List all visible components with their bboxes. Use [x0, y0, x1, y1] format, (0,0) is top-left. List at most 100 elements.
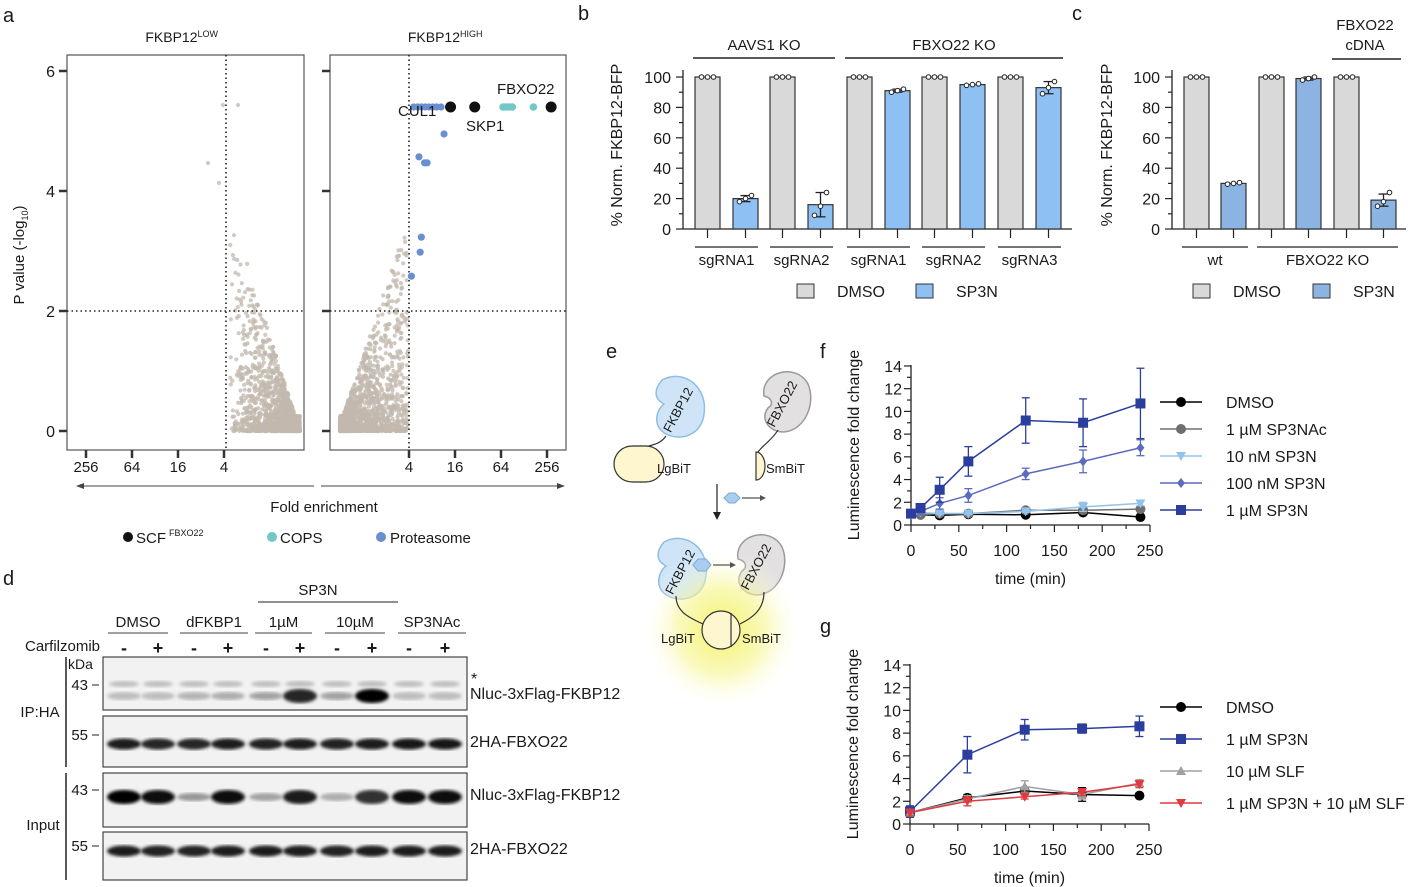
- carfilzomib-label: Carfilzomib: [25, 638, 100, 655]
- data-point: [271, 351, 276, 356]
- replicate-point: [1349, 74, 1356, 80]
- protein-band: [283, 738, 317, 750]
- mw-marker: 55: [71, 838, 88, 855]
- data-point: [356, 411, 361, 416]
- data-point: [341, 428, 346, 434]
- x-tick-label: 50: [949, 842, 967, 859]
- data-point: [387, 310, 392, 315]
- data-point: [371, 384, 376, 389]
- data-point: [361, 428, 366, 433]
- data-point: [287, 407, 292, 412]
- data-point-proteasome: [423, 159, 431, 167]
- line-chart-f: 0 2 4 6 8 10 12 14 0 50 100 150 200 250 time (min) Lumi…: [846, 350, 1327, 588]
- data-point: [239, 417, 244, 422]
- y-tick-label: 20: [1142, 192, 1160, 209]
- data-point: [401, 273, 406, 278]
- point-annotation: FBXO22: [497, 81, 555, 98]
- data-point: [1135, 499, 1146, 509]
- legend-marker-cops: [267, 532, 277, 542]
- protein-band: [355, 790, 389, 804]
- data-point: [267, 345, 272, 350]
- data-point: [963, 509, 974, 519]
- data-point: [396, 412, 401, 418]
- data-point: [345, 406, 350, 411]
- bar-dmso: [997, 76, 1024, 230]
- replicate-point: [773, 74, 780, 80]
- data-point: [383, 344, 388, 349]
- data-point: [358, 385, 363, 390]
- legend-marker-scf: [123, 532, 133, 542]
- replicate-point: [1274, 74, 1281, 80]
- data-point: [389, 394, 394, 399]
- data-point: [1078, 417, 1089, 428]
- data-point: [366, 356, 371, 361]
- data-point: [962, 749, 973, 760]
- data-point: [399, 372, 404, 377]
- x-tick-label: 256: [73, 459, 98, 476]
- data-point: [240, 428, 245, 433]
- data-point: [1079, 456, 1088, 467]
- protein-band: [283, 790, 317, 804]
- data-point: [279, 387, 284, 392]
- data-point-scf: [445, 101, 457, 113]
- y-axis-label: % Norm. FKBP12-BFP: [609, 64, 626, 227]
- protein-band: [177, 738, 211, 750]
- y-tick-label: 14: [884, 359, 902, 376]
- replicate-point: [1007, 74, 1014, 80]
- data-point: [274, 408, 279, 413]
- data-point: [277, 383, 282, 388]
- replicate-point: [862, 74, 869, 80]
- data-point: [289, 418, 294, 423]
- subplot-title-superscript: LOW: [198, 29, 219, 39]
- data-point: [351, 410, 356, 415]
- data-point: [363, 406, 368, 411]
- y-label-text: P value (-log: [11, 221, 28, 305]
- data-point: [401, 355, 406, 360]
- bar-sp3n: [1295, 77, 1322, 230]
- replicate-point: [1268, 74, 1275, 80]
- data-point: [263, 332, 268, 337]
- data-point-cops: [508, 103, 517, 111]
- data-point: [263, 374, 268, 379]
- data-point: [388, 409, 393, 414]
- data-point: [388, 341, 394, 346]
- carfilzomib-sign: +: [153, 638, 164, 658]
- data-point: [366, 404, 371, 409]
- replicate-point: [1337, 74, 1344, 80]
- data-point: [338, 416, 343, 421]
- data-point: [396, 271, 401, 276]
- protein-band: [320, 738, 354, 750]
- category-label: sgRNA2: [926, 252, 982, 269]
- data-point: [391, 278, 396, 283]
- data-point: [258, 421, 263, 426]
- smbit-label: SmBiT: [742, 631, 781, 646]
- x-tick-label: 250: [1136, 842, 1163, 859]
- data-point: [369, 391, 374, 396]
- data-point: [291, 412, 296, 417]
- legend-label: 1 µM SP3NAc: [1226, 422, 1327, 439]
- data-point: [283, 412, 288, 417]
- nonspecific-band: [109, 681, 139, 687]
- replicate-point: [1199, 74, 1206, 80]
- replicate-point: [698, 74, 705, 80]
- data-point: [380, 388, 385, 393]
- data-point: [346, 421, 351, 426]
- bar-sp3n: [732, 198, 759, 230]
- x-tick-label: 0: [906, 842, 915, 859]
- data-point: [396, 248, 401, 253]
- legend-label: 1 µM SP3N: [1226, 503, 1308, 520]
- data-point: [345, 427, 351, 432]
- data-point: [265, 403, 270, 408]
- point-annotation: SKP1: [466, 118, 504, 135]
- bar-sp3n: [884, 90, 911, 230]
- data-point: [245, 341, 250, 346]
- x-tick-label: 64: [493, 459, 510, 476]
- mw-marker: 43: [71, 677, 88, 694]
- x-tick-label: 200: [1088, 842, 1115, 859]
- replicate-point: [856, 74, 863, 80]
- data-point: [236, 400, 241, 405]
- legend-swatch-dmso: [796, 283, 815, 299]
- data-point: [244, 371, 249, 376]
- protein-band: [249, 845, 283, 857]
- data-point: [239, 372, 244, 377]
